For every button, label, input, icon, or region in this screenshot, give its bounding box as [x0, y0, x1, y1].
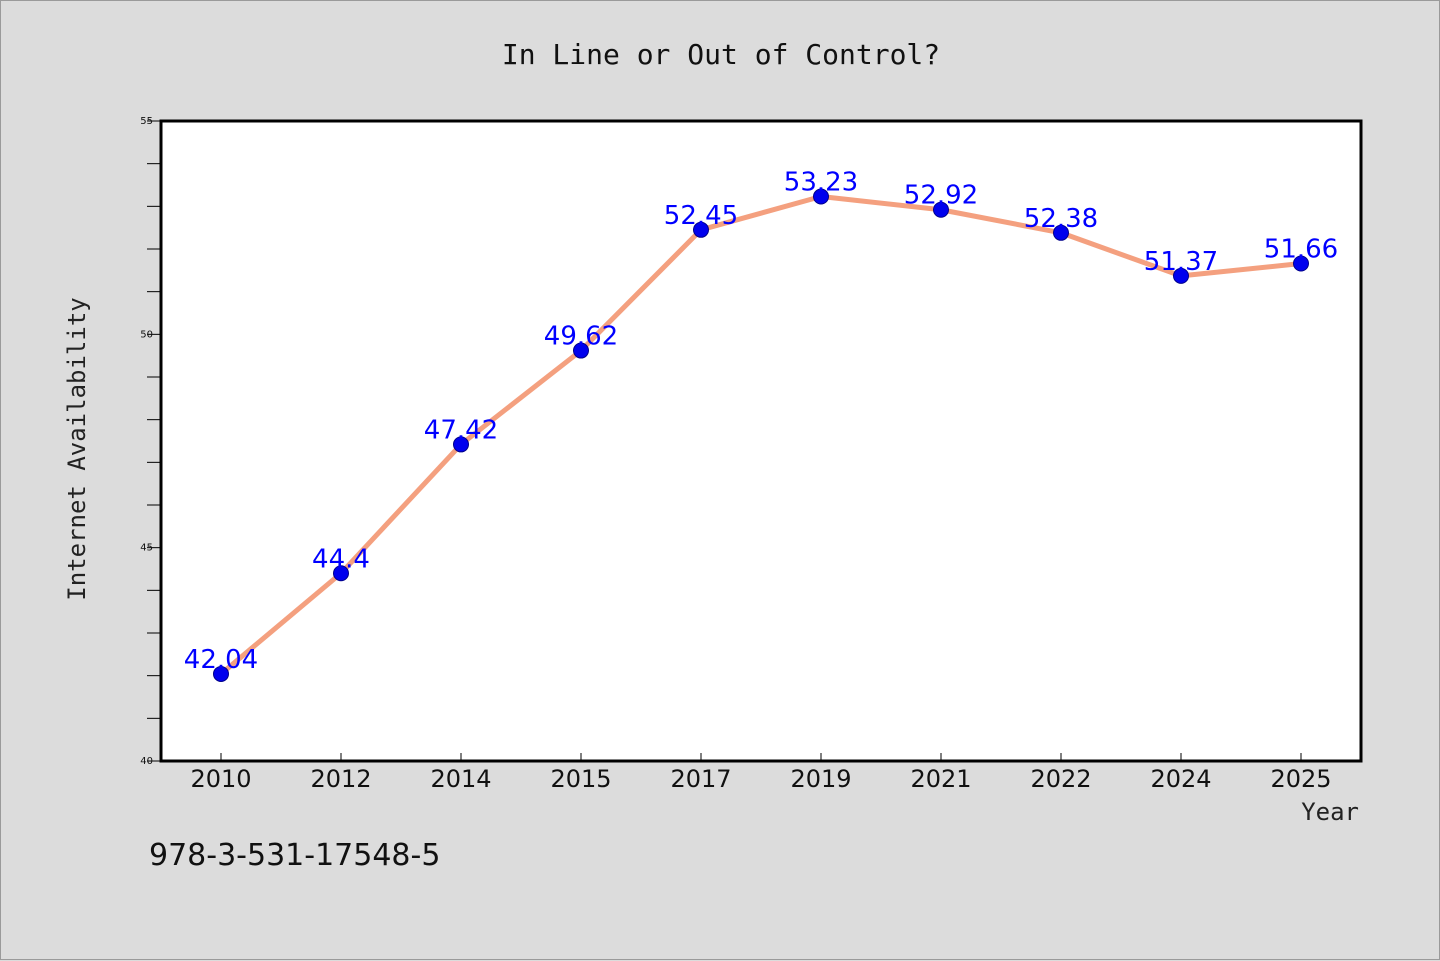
- y-tick-label: 40: [140, 756, 153, 767]
- x-tick-label: 2010: [190, 765, 251, 793]
- x-tick-label: 2012: [310, 765, 371, 793]
- y-tick-label: 55: [140, 116, 153, 127]
- data-point: [813, 188, 829, 205]
- chart-title: In Line or Out of Control?: [502, 38, 940, 71]
- data-label: 51.37: [1144, 247, 1218, 277]
- y-tick-label: 45: [140, 543, 153, 554]
- x-tick-labels: 2010 2012 2014 2015 2017 2019 2021 2022 2024 2025: [190, 753, 1332, 793]
- data-label: 47.42: [424, 415, 498, 445]
- data-point: [573, 342, 589, 359]
- data-label: 52.92: [904, 181, 978, 211]
- data-label: 49.62: [544, 322, 618, 352]
- data-point: [1173, 267, 1189, 284]
- x-tick-label: 2021: [910, 765, 971, 793]
- data-point: [1053, 224, 1069, 241]
- data-point: [333, 565, 349, 582]
- data-label: 52.45: [664, 201, 738, 231]
- y-tick-labels: 40 45 50 55: [140, 116, 153, 767]
- data-label: 42.04: [184, 645, 258, 675]
- x-axis-label: Year: [1301, 798, 1359, 826]
- series-line: [218, 194, 1304, 677]
- data-label: 44.4: [312, 544, 370, 574]
- y-axis-label: Internet Availability: [63, 297, 91, 600]
- data-label: 53.23: [784, 168, 858, 198]
- x-tick-label: 2014: [430, 765, 491, 793]
- data-label: 51.66: [1264, 235, 1338, 265]
- plot-area: [159, 119, 1363, 763]
- data-point: [933, 201, 949, 218]
- y-tick-label: 50: [140, 329, 153, 340]
- isbn-caption: 978-3-531-17548-5: [149, 838, 440, 873]
- data-point: [1293, 255, 1309, 272]
- x-tick-label: 2015: [550, 765, 611, 793]
- x-tick-label: 2025: [1270, 765, 1331, 793]
- x-tick-label: 2017: [670, 765, 731, 793]
- data-label: 52.38: [1024, 204, 1098, 234]
- data-point: [693, 221, 709, 238]
- series-group: 42.04 44.4 47.42 49.62 52.45 53.23 52.92 52.38 5…: [184, 168, 1338, 682]
- data-point: [453, 436, 469, 453]
- x-tick-label: 2024: [1150, 765, 1211, 793]
- x-tick-label: 2019: [790, 765, 851, 793]
- y-minor-ticks: [147, 120, 161, 762]
- x-tick-label: 2022: [1030, 765, 1091, 793]
- data-point: [213, 665, 229, 682]
